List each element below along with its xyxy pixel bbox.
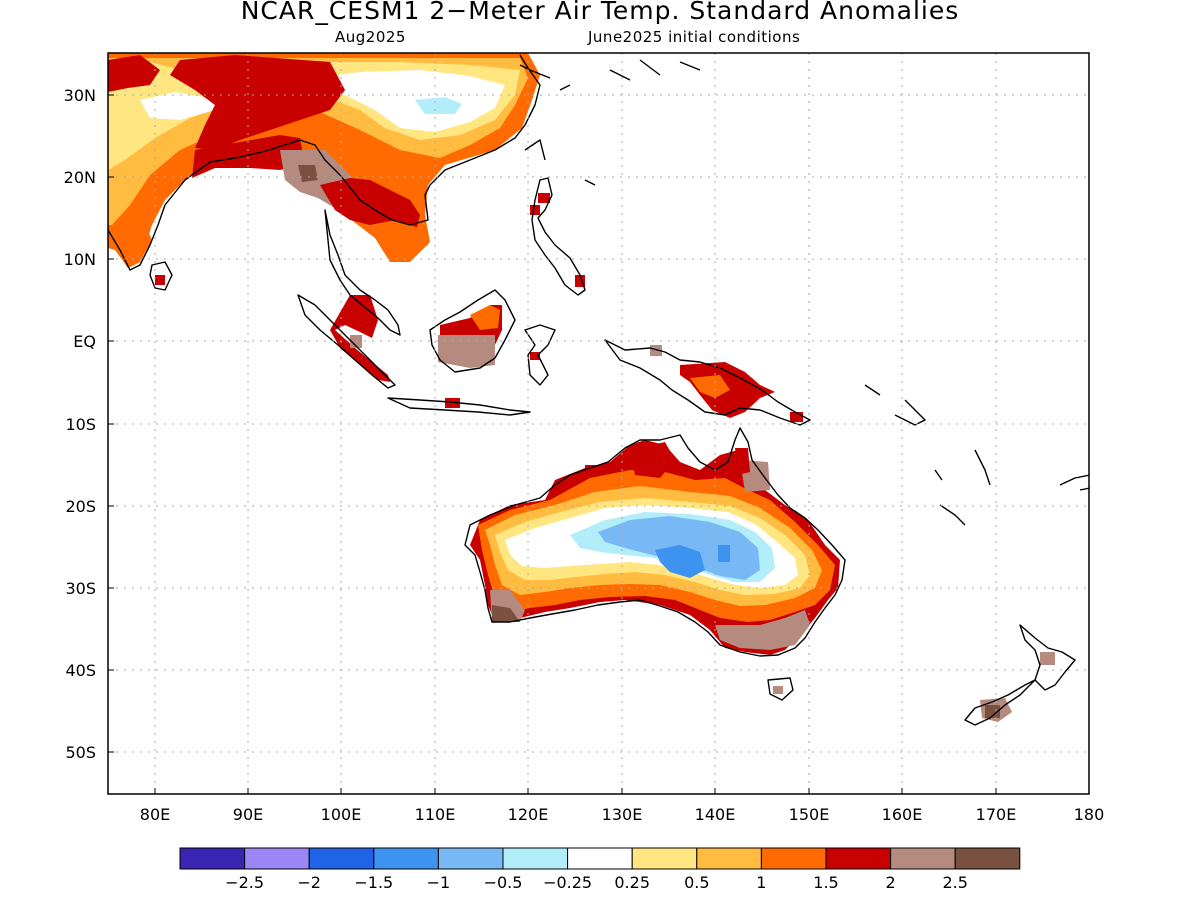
philippines-red	[530, 193, 585, 287]
color-bar-swatch	[502, 847, 569, 870]
color-bar-swatch	[760, 847, 827, 870]
indochina-orange	[370, 220, 428, 258]
y-tick-label: 20N	[64, 168, 96, 187]
tick-marks	[108, 94, 997, 794]
anomaly-fields	[108, 53, 1055, 722]
y-tick-label: 10S	[65, 415, 96, 434]
x-tick-label: 120E	[508, 805, 549, 824]
tasmania-brown	[773, 686, 783, 694]
australia-blue-core-1	[655, 545, 705, 578]
asia-red-west	[108, 55, 160, 92]
australia-se-brown	[715, 610, 810, 650]
asia-red-south	[192, 135, 305, 178]
australia-blue-core-2	[718, 545, 730, 562]
x-tick-label: 90E	[233, 805, 263, 824]
new-zealand-dark	[985, 705, 1000, 718]
forecast-month: Aug2025	[335, 28, 406, 46]
color-bar-labels: −2.5 −2 −1.5 −1 −0.5 −0.25 0.25 0.5 1 1.…	[225, 873, 968, 892]
y-tick-label: EQ	[73, 332, 96, 351]
y-tick-label: 20S	[65, 497, 96, 516]
asia-red-band	[170, 55, 345, 150]
x-tick-label: 150E	[789, 805, 830, 824]
color-bar-swatch	[890, 847, 956, 870]
y-tick-label: 30S	[65, 579, 96, 598]
borneo-brown	[438, 335, 495, 368]
color-bar-swatch	[373, 847, 439, 870]
java-red	[445, 398, 460, 408]
color-bar-swatch	[244, 847, 310, 870]
png-north-brown	[650, 345, 662, 356]
color-bar-swatch	[631, 847, 698, 870]
color-bar-swatch	[696, 847, 762, 870]
map-title: NCAR_CESM1 2−Meter Air Temp. Standard An…	[240, 0, 960, 25]
srilanka-red	[155, 275, 165, 285]
new-zealand-brown	[980, 652, 1055, 722]
x-tick-label: 180	[1074, 805, 1105, 824]
x-tick-label: 160E	[882, 805, 923, 824]
y-tick-label: 10N	[64, 250, 96, 269]
asia-white	[140, 70, 505, 132]
x-tick-labels: 80E 90E 100E 110E 120E 130E 140E 150E 16…	[140, 805, 1105, 824]
borneo-orange	[470, 305, 500, 330]
kimberley-red	[585, 465, 600, 475]
color-bar-label: 0.25	[614, 873, 650, 892]
color-bar-label: −0.25	[543, 873, 592, 892]
color-bar-swatch	[437, 847, 504, 870]
cape-york-red	[735, 448, 750, 475]
sulawesi-red	[530, 352, 540, 360]
color-bar-label: 1.5	[813, 873, 838, 892]
x-tick-label: 100E	[321, 805, 362, 824]
initial-conditions-label: June2025 initial conditions	[588, 28, 801, 46]
x-tick-label: 130E	[602, 805, 643, 824]
myanmar-dark	[298, 165, 318, 182]
y-tick-labels: 30N 20N 10N EQ 10S 20S 30S 40S 50S	[64, 86, 96, 762]
y-tick-label: 50S	[65, 743, 96, 762]
y-tick-label: 40S	[65, 661, 96, 680]
color-bar-swatch	[179, 847, 246, 870]
coastlines	[108, 54, 1089, 726]
color-bar-swatch	[954, 847, 1021, 870]
color-bar-label: −1	[427, 873, 451, 892]
color-bar-label: 2	[886, 873, 896, 892]
color-bar-label: −1.5	[354, 873, 393, 892]
asia-cool-spot	[415, 97, 462, 114]
y-tick-label: 30N	[64, 86, 96, 105]
color-bar-swatch	[308, 847, 375, 870]
color-bar-label: −2	[297, 873, 321, 892]
arnhem-red	[630, 442, 675, 478]
graticule	[108, 53, 1089, 794]
new-guinea-orange	[690, 375, 730, 398]
sumatra-red	[330, 295, 390, 382]
x-tick-label: 140E	[695, 805, 736, 824]
india-south	[108, 225, 152, 268]
color-bar-swatch	[825, 847, 892, 870]
australia-sw-dark	[492, 605, 520, 622]
color-bar	[179, 847, 1021, 870]
color-bar-label: −0.5	[484, 873, 523, 892]
color-bar-swatch	[567, 847, 633, 870]
color-bar-label: 1	[756, 873, 766, 892]
color-bar-label: 0.5	[684, 873, 709, 892]
color-bar-label: −2.5	[225, 873, 264, 892]
color-bar-label: 2.5	[942, 873, 967, 892]
x-tick-label: 80E	[140, 805, 170, 824]
x-tick-label: 170E	[976, 805, 1017, 824]
x-tick-label: 110E	[415, 805, 456, 824]
